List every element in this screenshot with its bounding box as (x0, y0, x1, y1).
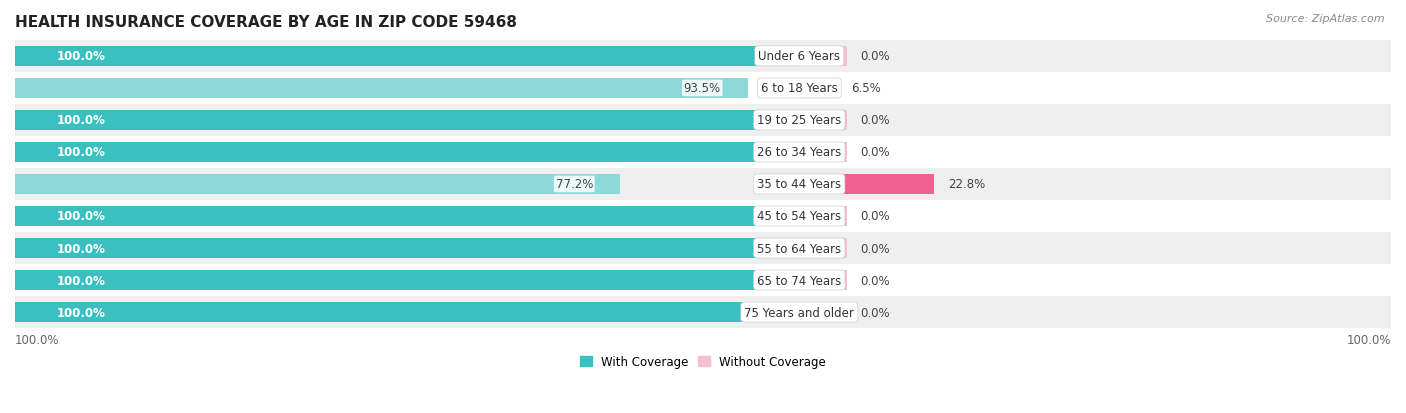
Bar (15, 271, 800, 290)
Bar (800, 47, 846, 66)
Text: 100.0%: 100.0% (56, 146, 105, 159)
Bar (15, 104, 1391, 137)
Bar (15, 233, 1391, 264)
Bar (15, 175, 620, 195)
Bar (15, 296, 1391, 328)
Text: 45 to 54 Years: 45 to 54 Years (758, 210, 841, 223)
Text: 65 to 74 Years: 65 to 74 Years (758, 274, 841, 287)
Text: HEALTH INSURANCE COVERAGE BY AGE IN ZIP CODE 59468: HEALTH INSURANCE COVERAGE BY AGE IN ZIP … (15, 15, 517, 30)
Bar (15, 41, 1391, 73)
Text: 0.0%: 0.0% (860, 242, 890, 255)
Text: 77.2%: 77.2% (555, 178, 593, 191)
Text: 0.0%: 0.0% (860, 50, 890, 63)
Bar (15, 200, 1391, 233)
Text: 100.0%: 100.0% (15, 333, 59, 346)
Bar (800, 239, 846, 258)
Text: 55 to 64 Years: 55 to 64 Years (758, 242, 841, 255)
Bar (15, 111, 800, 131)
Text: 0.0%: 0.0% (860, 306, 890, 319)
Bar (800, 142, 846, 162)
Text: 100.0%: 100.0% (1347, 333, 1391, 346)
Bar (800, 271, 846, 290)
Bar (15, 79, 748, 99)
Bar (15, 302, 800, 322)
Bar (800, 302, 846, 322)
Bar (15, 239, 800, 258)
Bar (800, 206, 846, 226)
Text: 100.0%: 100.0% (56, 210, 105, 223)
Bar (800, 79, 838, 99)
Text: 19 to 25 Years: 19 to 25 Years (758, 114, 841, 127)
Text: 93.5%: 93.5% (683, 82, 721, 95)
Text: 100.0%: 100.0% (56, 50, 105, 63)
Text: 6 to 18 Years: 6 to 18 Years (761, 82, 838, 95)
Bar (15, 142, 800, 162)
Text: 100.0%: 100.0% (56, 242, 105, 255)
Text: 75 Years and older: 75 Years and older (744, 306, 855, 319)
Bar (15, 169, 1391, 200)
Bar (15, 73, 1391, 104)
Text: 35 to 44 Years: 35 to 44 Years (758, 178, 841, 191)
Legend: With Coverage, Without Coverage: With Coverage, Without Coverage (579, 356, 827, 368)
Text: 0.0%: 0.0% (860, 274, 890, 287)
Text: Under 6 Years: Under 6 Years (758, 50, 841, 63)
Bar (800, 111, 846, 131)
Bar (800, 175, 934, 195)
Text: 6.5%: 6.5% (852, 82, 882, 95)
Bar (15, 264, 1391, 296)
Text: 100.0%: 100.0% (56, 274, 105, 287)
Text: 100.0%: 100.0% (56, 306, 105, 319)
Text: 0.0%: 0.0% (860, 114, 890, 127)
Text: 26 to 34 Years: 26 to 34 Years (758, 146, 841, 159)
Text: Source: ZipAtlas.com: Source: ZipAtlas.com (1267, 14, 1385, 24)
Bar (15, 206, 800, 226)
Bar (15, 137, 1391, 169)
Text: 0.0%: 0.0% (860, 146, 890, 159)
Bar (15, 47, 800, 66)
Text: 100.0%: 100.0% (56, 114, 105, 127)
Text: 22.8%: 22.8% (948, 178, 986, 191)
Text: 0.0%: 0.0% (860, 210, 890, 223)
